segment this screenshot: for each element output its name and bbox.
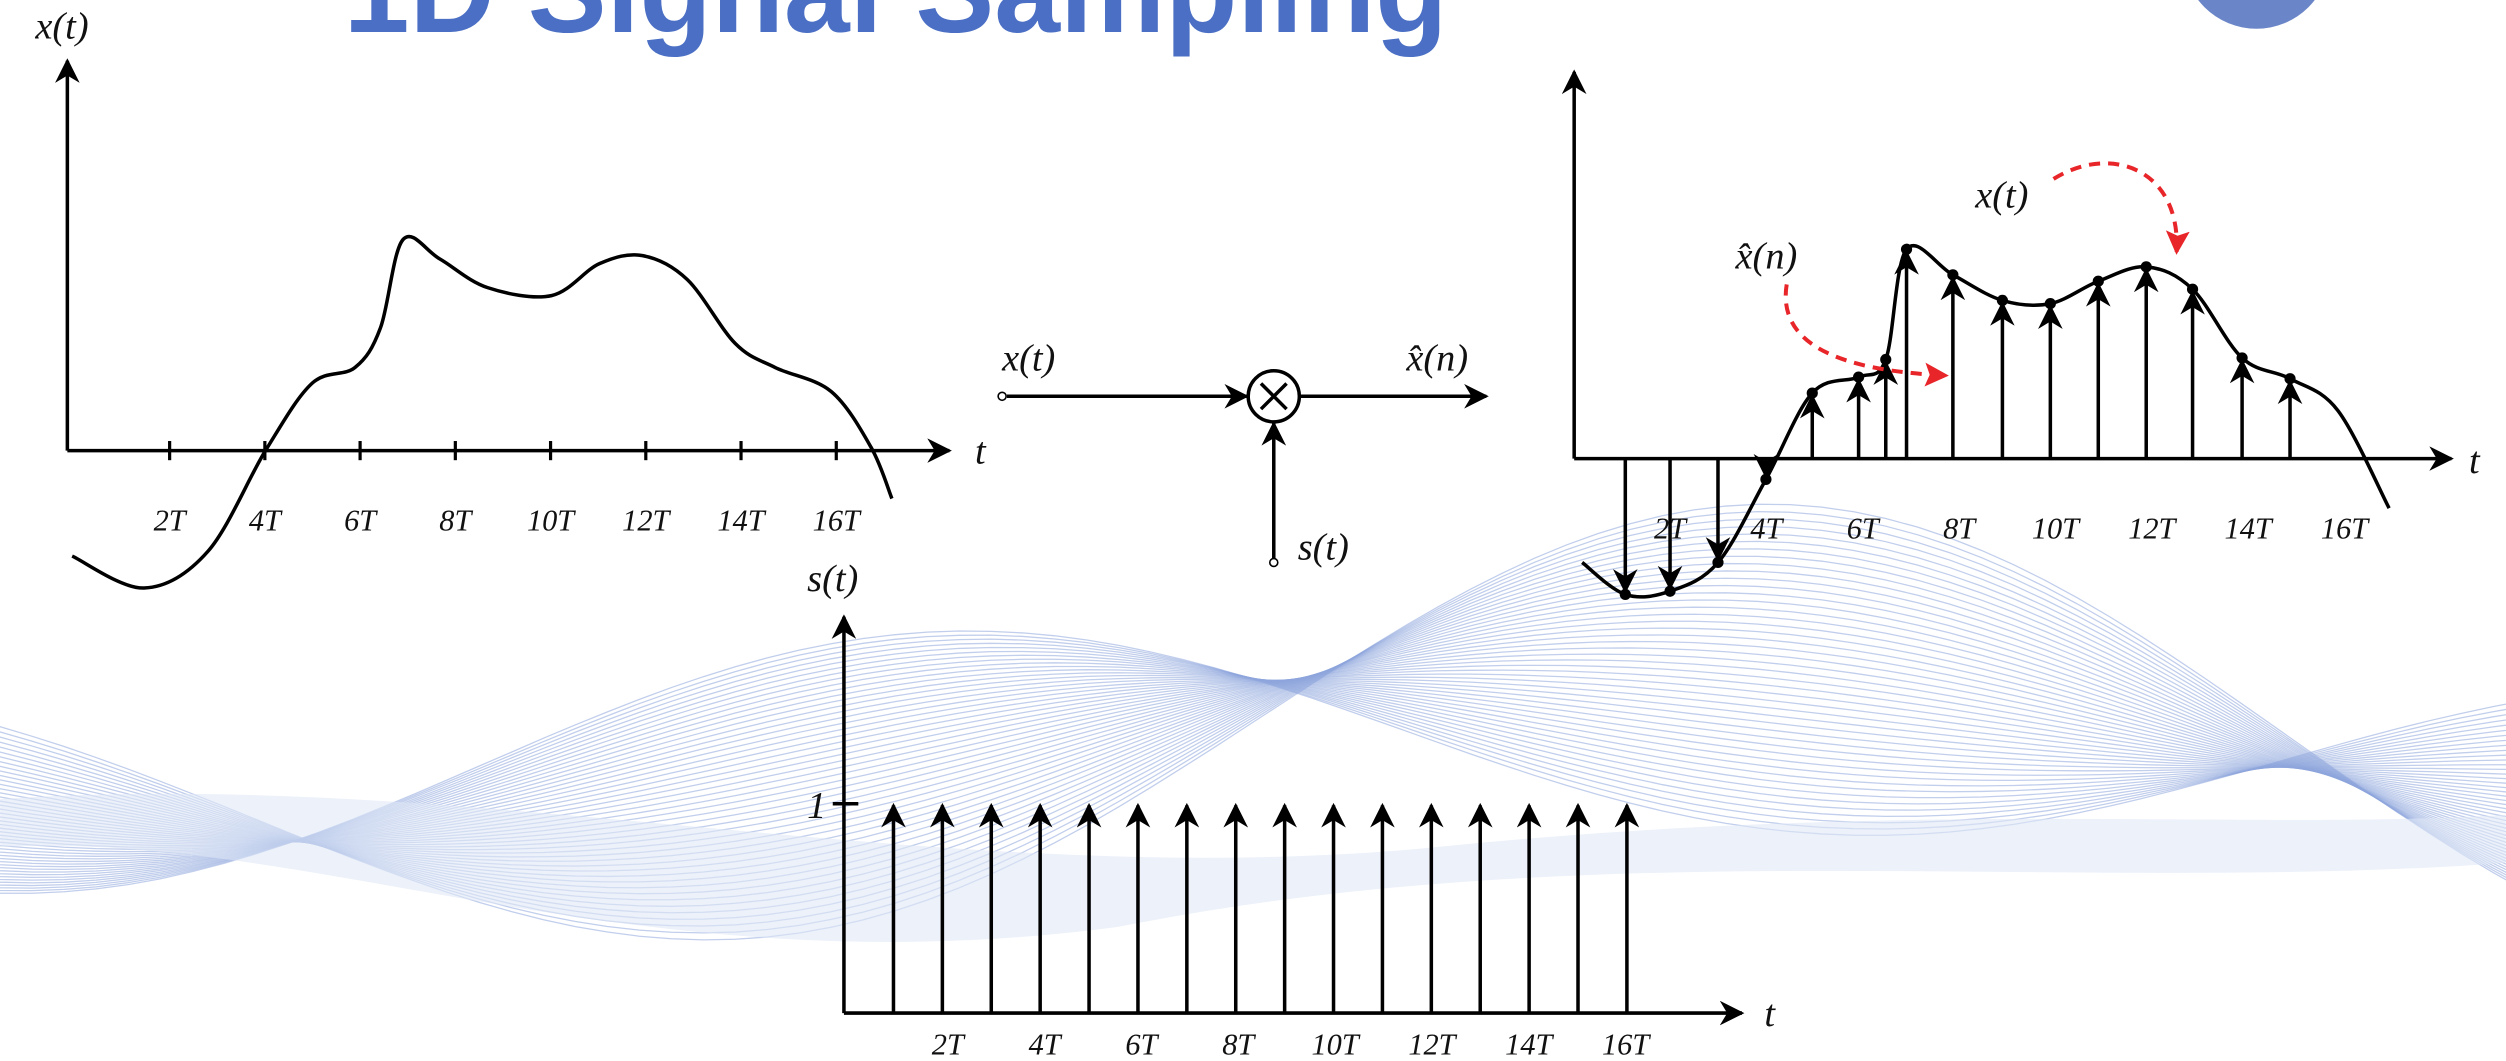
y-label: s(t) (807, 558, 858, 600)
tick-label: 14T (717, 503, 766, 537)
sample-dot (1712, 557, 1723, 568)
sampled-plot: t 2T 4T 6T 8T 10T 12T 14T 16T x̂(n) x(t) (1574, 72, 2481, 600)
tick-label: 4T (1029, 1028, 1063, 1061)
sample-dot (2187, 284, 2198, 295)
tick-label: 16T (813, 503, 862, 537)
output-label: x̂(n) (1405, 338, 1468, 380)
continuous-plot: x(t) t 2T 4T 6T 8T 10T 12T 14T 16T (34, 5, 987, 588)
tick-label: 2T (154, 503, 188, 537)
background-waves (0, 504, 2506, 942)
tick-label: 10T (527, 503, 576, 537)
level-label: 1 (807, 785, 826, 827)
multiplier-block: x(t) x̂(n) s(t) (998, 338, 1486, 569)
tick-label: 12T (622, 503, 671, 537)
signal-curve (72, 237, 892, 589)
sample-dot (1760, 474, 1771, 485)
tick-label: 2T (932, 1028, 966, 1061)
tick-label: 12T (2128, 511, 2177, 545)
annotation-label: x(t) (1974, 175, 2028, 217)
sample-dot (1947, 269, 1958, 280)
tick-label: 8T (1222, 1028, 1256, 1061)
tick-label: 6T (344, 503, 378, 537)
x-label: t (2469, 440, 2481, 482)
sample-dot (2141, 261, 2152, 272)
annotation-arrow (1786, 284, 1947, 375)
sample-dot (1807, 387, 1818, 398)
tick-label: 2T (1654, 511, 1688, 545)
ticks: 2T 4T 6T 8T 10T 12T 14T 16T (1654, 511, 2370, 545)
x-label: t (1764, 993, 1776, 1035)
sample-dot (1664, 586, 1675, 597)
sample-dot (2237, 352, 2248, 363)
control-label: s(t) (1298, 526, 1349, 568)
annotation-label: x̂(n) (1735, 235, 1798, 277)
tick-label: 16T (1602, 1028, 1651, 1061)
y-label: x(t) (34, 5, 88, 47)
tick-label: 10T (2032, 511, 2081, 545)
tick-label: 12T (1408, 1028, 1457, 1061)
tick-label: 8T (1943, 511, 1977, 545)
tick-label: 14T (1505, 1028, 1554, 1061)
sample-dot (1880, 354, 1891, 365)
input-node (998, 392, 1006, 400)
input-label: x(t) (1001, 338, 1055, 380)
sample-dot (2045, 298, 2056, 309)
logo-circle (2183, 0, 2330, 29)
tick-label: 14T (2225, 511, 2274, 545)
sample-dot (1620, 589, 1631, 600)
sample-dot (1901, 244, 1912, 255)
tick-label: 6T (1125, 1028, 1159, 1061)
tick-label: 10T (1312, 1028, 1361, 1061)
wave-band (0, 794, 2505, 942)
tick-label: 4T (249, 503, 283, 537)
sample-dot (2284, 373, 2295, 384)
tick-label: 8T (439, 503, 473, 537)
tick-label: 16T (2321, 511, 2370, 545)
tick-label: 6T (1847, 511, 1881, 545)
sample-dot (1997, 295, 2008, 306)
ticks: 2T 4T 6T 8T 10T 12T 14T 16T (932, 1028, 1652, 1061)
annotation-arrow (2054, 163, 2177, 252)
impulse-train-plot: s(t) t 1 2T 4T 6T 8T 10T 12T 14T 16T (807, 558, 1776, 1061)
slide: 1D Signal Sampling x(t) t 2T4T6T8T10T12T… (0, 0, 2506, 1061)
sample-dot (2093, 276, 2104, 287)
ticks: 2T 4T 6T 8T 10T 12T 14T 16T (154, 441, 862, 537)
x-label: t (975, 430, 987, 472)
samples (1620, 244, 2296, 600)
tick-label: 4T (1750, 511, 1784, 545)
slide-title: 1D Signal Sampling (344, 0, 1448, 58)
sample-dot (1853, 372, 1864, 383)
control-node (1270, 558, 1278, 566)
